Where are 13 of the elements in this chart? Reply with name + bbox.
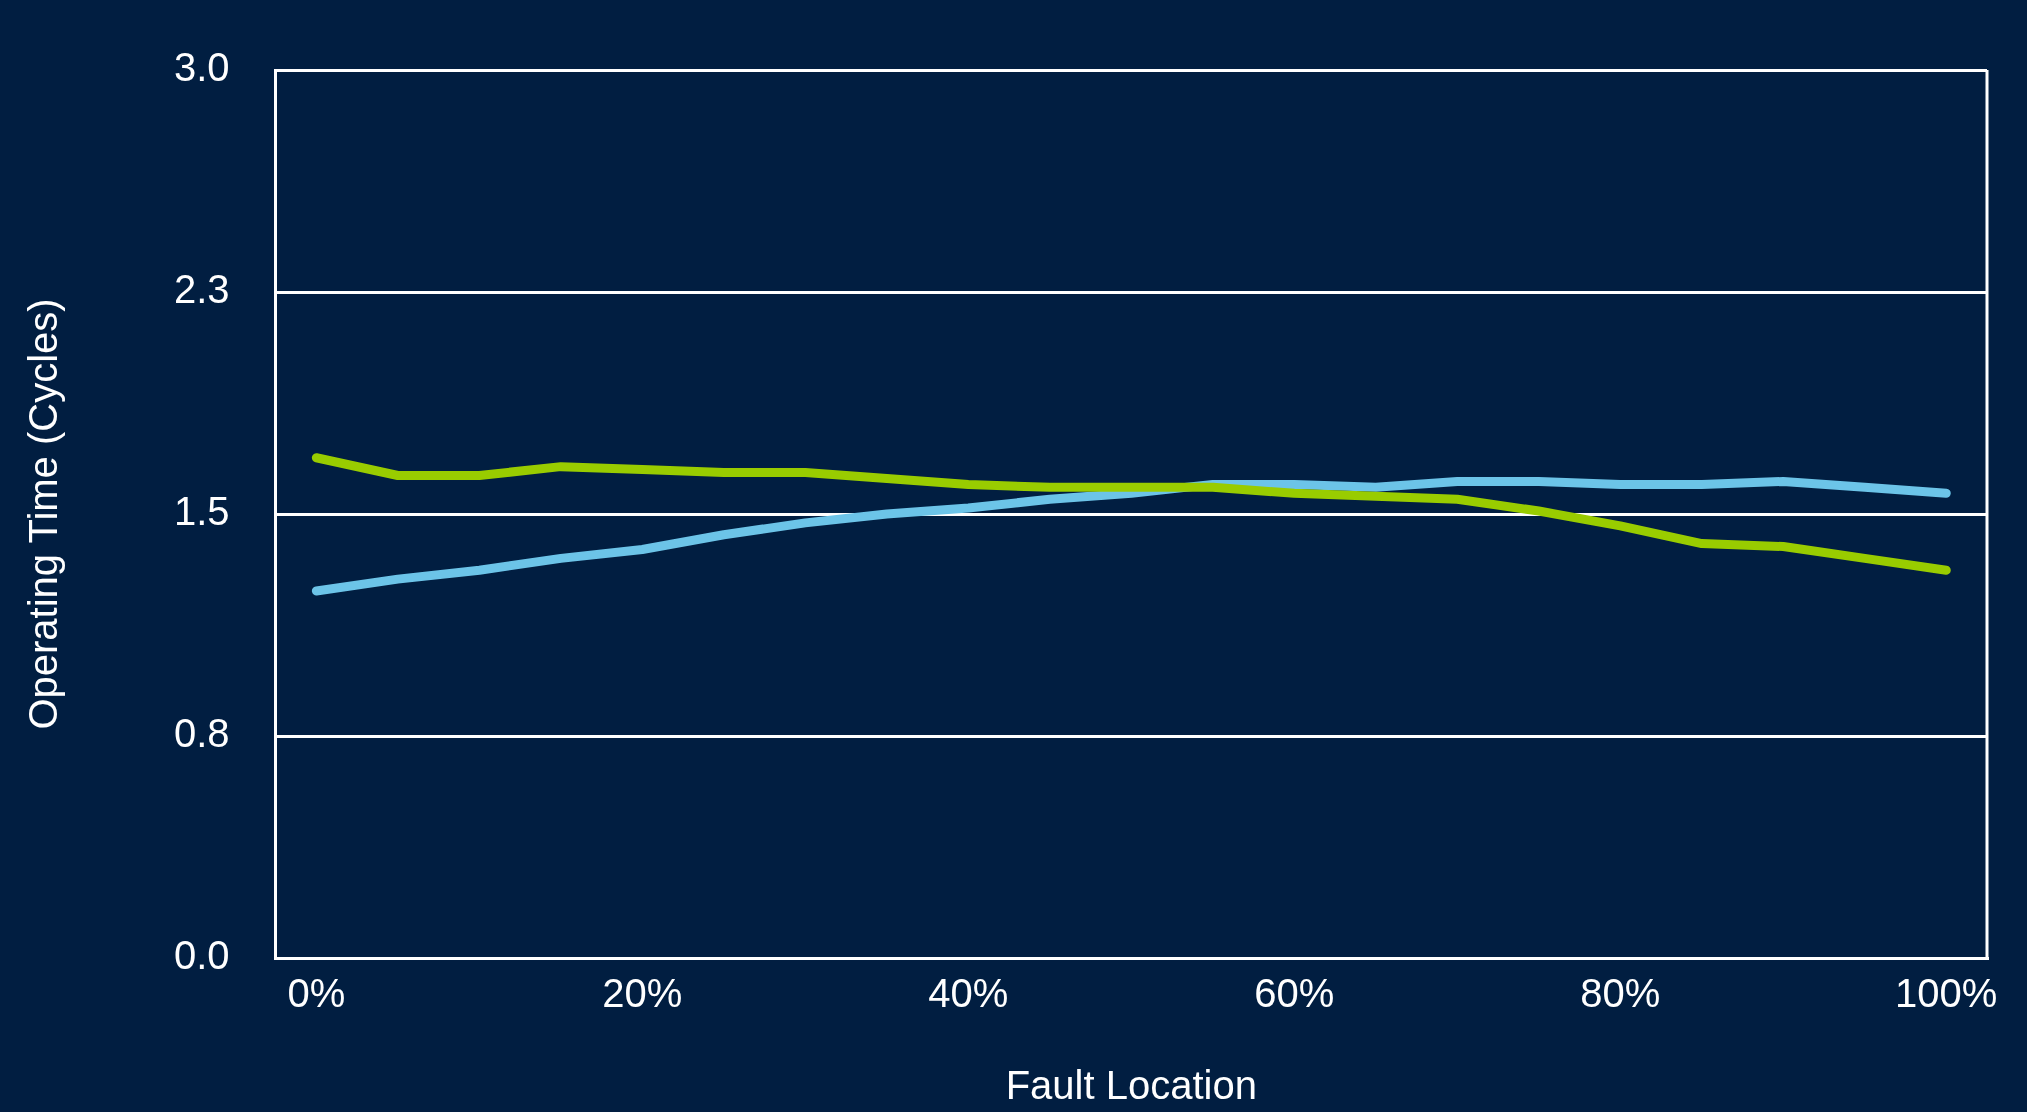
x-axis-title: Fault Location	[1005, 1063, 1257, 1108]
y-tick-label: 3.0	[174, 45, 230, 90]
y-tick-label: 0.8	[174, 711, 230, 756]
x-tick-label: 100%	[1895, 971, 1998, 1016]
x-tick-label: 0%	[287, 971, 346, 1016]
y-axis-title: Operating Time (Cycles)	[21, 298, 66, 730]
y-tick-label: 0.0	[174, 933, 230, 978]
x-tick-label: 60%	[1254, 971, 1335, 1016]
x-tick-label: 40%	[928, 971, 1009, 1016]
x-tick-label: 20%	[602, 971, 683, 1016]
x-tick-label: 80%	[1580, 971, 1661, 1016]
y-tick-label: 2.3	[174, 267, 230, 312]
y-tick-label: 1.5	[174, 489, 230, 534]
